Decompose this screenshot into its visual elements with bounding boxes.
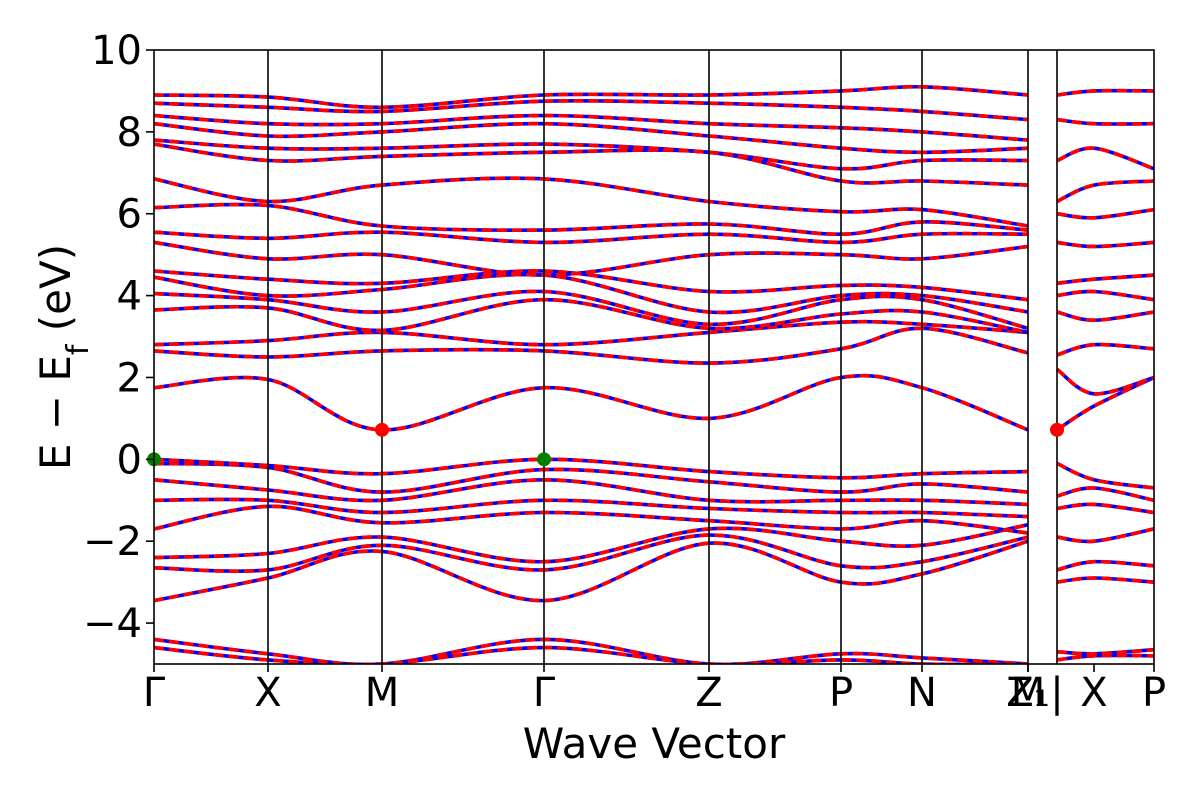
band-line-spin-up	[154, 113, 1029, 142]
band-line-spin-up	[1056, 310, 1154, 323]
band-line-spin-up	[154, 373, 1029, 432]
extrema-markers	[147, 422, 1064, 467]
x-axis-labels: Γ X M Γ Z P N Z₁M | X P	[143, 664, 1166, 716]
x-tick-label: N	[907, 670, 937, 716]
band-line-spin-up	[154, 84, 1029, 110]
band-line-spin-up	[1056, 240, 1154, 249]
y-axis-title-unit: (eV)	[31, 244, 80, 345]
band-line-spin-up	[1056, 179, 1154, 204]
band-line-spin-up	[1056, 559, 1154, 572]
band-line-spin-up	[154, 269, 1029, 302]
band-line-spin-up	[154, 533, 1029, 573]
band-line-spin-up	[154, 319, 1029, 347]
band-line-spin-up	[154, 457, 1029, 480]
x-tick-label: M	[1011, 670, 1046, 716]
band-line-spin-down	[154, 373, 1029, 432]
band-line-spin-up	[154, 289, 1029, 331]
band-line-spin-up	[154, 523, 1029, 564]
band-line-spin-up	[154, 326, 1029, 365]
band-line-spin-up	[154, 461, 1029, 494]
band-line-spin-up	[1056, 375, 1154, 432]
band-line-spin-up	[1056, 273, 1154, 286]
band-lines	[154, 84, 1154, 664]
band-line-spin-up	[154, 176, 1029, 228]
x-tick-label: X	[1080, 670, 1107, 716]
x-tick-label: Γ	[143, 670, 166, 716]
band-line-spin-up	[1056, 342, 1154, 357]
band-line-spin-up	[1056, 289, 1154, 302]
band-line-spin-up	[1056, 88, 1154, 97]
band-line-spin-up	[154, 98, 1029, 122]
y-tick-label: 10	[91, 28, 142, 74]
band-line-spin-up	[1056, 461, 1154, 490]
band-line-spin-up	[154, 477, 1029, 507]
band-line-spin-up	[154, 497, 1029, 519]
y-axis-title-subscript: f	[61, 343, 96, 355]
band-line-spin-up	[1056, 117, 1154, 126]
band-line-spin-up	[154, 202, 1029, 237]
band-line-spin-up	[1056, 502, 1154, 515]
cbm-marker	[375, 422, 389, 437]
x-tick-label: P	[829, 670, 853, 716]
band-line-spin-up	[154, 637, 1029, 664]
band-line-spin-up	[1056, 576, 1154, 584]
band-line-spin-up	[1056, 653, 1154, 662]
y-axis-title: E − Ef (eV)	[31, 244, 96, 470]
high-symmetry-lines	[267, 50, 1058, 664]
x-tick-label: M	[365, 670, 400, 716]
band-line-spin-up	[1056, 647, 1154, 656]
band-line-spin-down	[154, 504, 1029, 535]
band-line-spin-up	[154, 121, 1029, 155]
y-tick-label: −2	[83, 519, 142, 565]
x-axis-title: Wave Vector	[523, 719, 786, 768]
band-line-spin-up	[154, 138, 1029, 171]
x-tick-label: X	[254, 670, 281, 716]
x-tick-label: Z₁	[1006, 670, 1049, 716]
y-tick-label: 0	[117, 437, 142, 483]
band-line-spin-up	[154, 142, 1029, 187]
band-line-spin-up	[1056, 527, 1154, 544]
band-line-spin-up	[154, 504, 1029, 535]
band-line-spin-up	[1056, 486, 1154, 503]
y-tick-label: 6	[117, 192, 142, 238]
band-line-spin-up	[1056, 146, 1154, 171]
band-line-spin-down	[154, 84, 1029, 110]
y-tick-label: 2	[117, 355, 142, 401]
x-tick-label: P	[1142, 670, 1166, 716]
band-line-spin-up	[154, 230, 1029, 245]
band-line-spin-up	[154, 297, 1029, 335]
x-tick-label: Γ	[533, 670, 556, 716]
band-line-spin-up	[154, 272, 1029, 315]
band-line-spin-down	[1056, 461, 1154, 490]
y-tick-label: −4	[83, 601, 142, 647]
y-axis-ticks: −4 −2 0 2 4 6 8 10	[83, 28, 154, 647]
band-line-spin-down	[154, 326, 1029, 365]
x-tick-label: |	[1050, 670, 1063, 716]
y-tick-label: 4	[117, 274, 142, 320]
band-line-spin-up	[154, 240, 1029, 277]
cbm-marker	[1050, 422, 1064, 437]
y-tick-label: 8	[117, 110, 142, 156]
x-tick-label: Z	[695, 670, 722, 716]
band-line-spin-up	[1055, 367, 1154, 396]
y-axis-title-main: E − E	[31, 355, 80, 470]
vbm-marker	[537, 452, 551, 467]
band-line-spin-up	[154, 539, 1029, 603]
band-line-spin-up	[1056, 207, 1154, 220]
plot-frame	[153, 49, 1155, 665]
